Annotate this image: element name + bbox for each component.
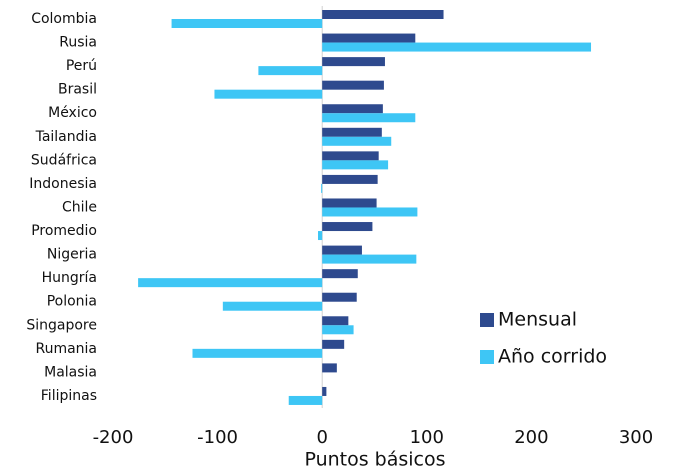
y-tick-label: Singapore <box>26 317 97 333</box>
y-tick-label: Rumania <box>35 341 97 357</box>
bar <box>138 278 323 288</box>
y-tick-label: Colombia <box>31 11 97 27</box>
x-tick-label: 300 <box>619 427 653 448</box>
y-tick-label: Promedio <box>31 223 97 239</box>
y-tick-label: Rusia <box>59 35 97 51</box>
bar <box>321 183 323 193</box>
y-tick-label: Perú <box>66 58 97 74</box>
bar <box>214 89 323 99</box>
bar <box>171 19 323 28</box>
bar <box>322 136 392 146</box>
y-tick-label: Sudáfrica <box>31 152 97 168</box>
bar <box>322 42 592 52</box>
y-tick-label: Nigeria <box>47 247 97 263</box>
y-tick-label: Chile <box>62 199 97 215</box>
bar <box>322 57 385 67</box>
bar <box>322 386 327 396</box>
bar <box>322 104 383 114</box>
bar <box>322 325 354 335</box>
x-tick-label: 100 <box>410 427 444 448</box>
y-tick-label: Hungría <box>42 270 97 286</box>
legend-swatch <box>480 350 494 364</box>
bar <box>192 348 323 358</box>
bar <box>322 127 382 137</box>
y-tick-label: Tailandia <box>35 129 97 145</box>
y-tick-label: México <box>48 105 97 121</box>
bar <box>322 160 389 170</box>
bar <box>322 113 416 123</box>
bar <box>322 198 377 208</box>
bar <box>322 339 345 349</box>
y-tick-label: Malasia <box>44 364 97 380</box>
bar <box>322 222 373 232</box>
bar <box>322 80 384 90</box>
bar <box>322 254 417 264</box>
bar <box>322 292 357 302</box>
x-tick-label: -100 <box>197 427 238 448</box>
x-tick-label: 200 <box>514 427 548 448</box>
x-tick-label: -200 <box>93 427 134 448</box>
legend-swatch <box>480 313 494 327</box>
bar <box>322 363 337 373</box>
bar <box>222 301 323 311</box>
y-tick-label: Filipinas <box>41 388 97 404</box>
legend-label: Año corrido <box>498 346 607 368</box>
bar <box>322 269 358 279</box>
legend-label: Mensual <box>498 309 577 331</box>
bar <box>322 245 362 255</box>
bar <box>322 33 416 43</box>
bar <box>322 207 418 217</box>
bar <box>322 10 444 19</box>
bar <box>322 151 379 161</box>
bar <box>288 395 323 405</box>
bar <box>322 316 349 326</box>
y-tick-label: Polonia <box>47 294 97 310</box>
x-tick-label: 0 <box>316 427 327 448</box>
y-tick-label: Indonesia <box>29 176 97 192</box>
y-tick-label: Brasil <box>58 82 97 98</box>
bar <box>318 231 323 241</box>
bar <box>322 174 378 184</box>
bar <box>258 66 323 76</box>
x-axis-title: Puntos básicos <box>304 449 445 471</box>
